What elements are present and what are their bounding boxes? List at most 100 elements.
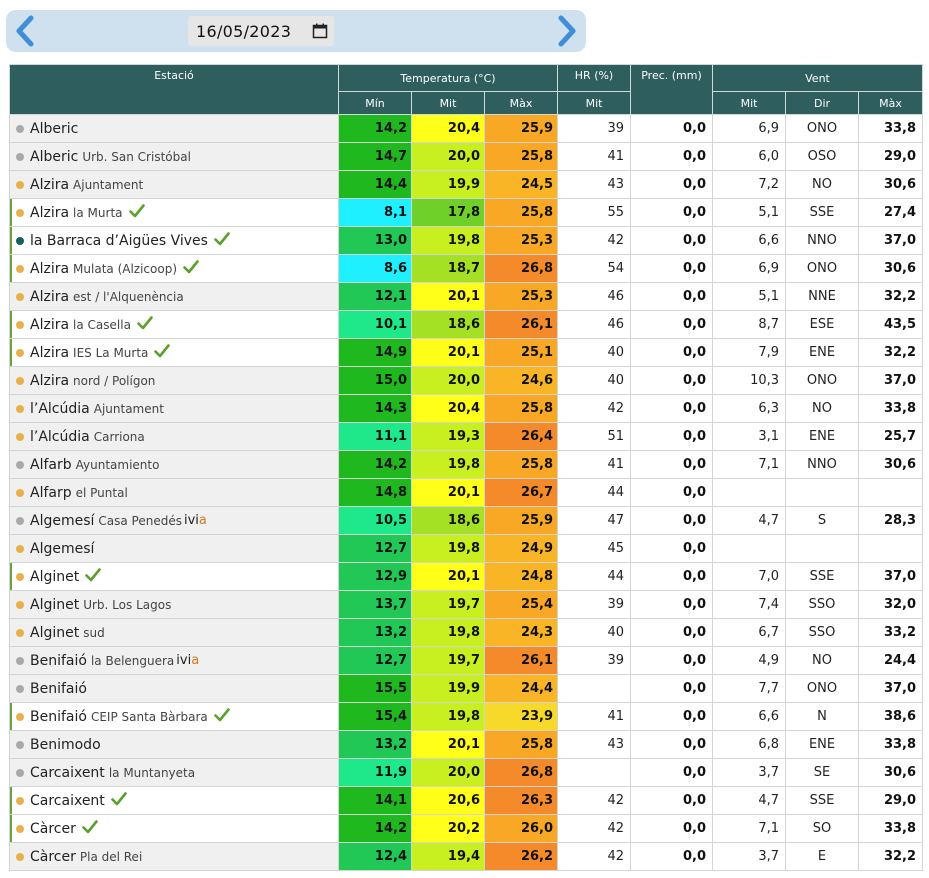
wind-max-cell: 33,8 — [858, 730, 924, 759]
station-cell[interactable]: Alzira nord / Polígon — [9, 366, 339, 395]
station-name[interactable]: Benifaió — [30, 680, 87, 697]
table-row[interactable]: Alfarp el Puntal 14,8 20,1 26,7 44 0,0 — [9, 478, 924, 507]
station-location: Casa Penedés — [98, 513, 182, 528]
table-row[interactable]: Alzira la Murta 8,1 17,8 25,8 55 0,0 5,1 SSE 27,4 — [9, 198, 924, 227]
station-name[interactable]: Alzira — [30, 316, 70, 333]
wind-mean-cell: 3,7 — [712, 758, 787, 787]
table-row[interactable]: Alginet 12,9 20,1 24,8 44 0,0 7,0 SSE 37,0 — [9, 562, 924, 591]
station-cell[interactable]: l’Alcúdia Carriona — [9, 422, 339, 451]
header-temp-min[interactable]: Mín — [338, 91, 412, 115]
table-row[interactable]: Alzira Mulata (Alzicoop) 8,6 18,7 26,8 54 0,0 6… — [9, 254, 924, 283]
station-name[interactable]: Carcaixent — [30, 764, 105, 781]
station-name[interactable]: Alzira — [30, 344, 70, 361]
header-wind-mean[interactable]: Mit — [712, 91, 787, 115]
wind-mean-cell: 7,1 — [712, 450, 787, 479]
station-name[interactable]: Alzira — [30, 204, 70, 221]
station-name[interactable]: la Barraca d’Aigües Vives — [30, 232, 208, 249]
header-hr-mean[interactable]: Mit — [557, 91, 632, 115]
station-name[interactable]: Alginet — [30, 568, 80, 585]
station-name[interactable]: Alzira — [30, 372, 70, 389]
station-name[interactable]: Alzira — [30, 288, 70, 305]
table-row[interactable]: la Barraca d’Aigües Vives 13,0 19,8 25,3 42 0… — [9, 226, 924, 255]
station-name[interactable]: Càrcer — [30, 848, 76, 865]
station-name[interactable]: Benimodo — [30, 736, 101, 753]
station-name[interactable]: Alberic — [30, 148, 79, 165]
station-cell[interactable]: Benifaió la Belenguera ivia — [9, 646, 339, 675]
station-name[interactable]: Carcaixent — [30, 792, 105, 809]
table-row[interactable]: Alfarb Ayuntamiento 14,2 19,8 25,8 41 0,0 7,1 NN… — [9, 450, 924, 479]
calendar-icon[interactable] — [312, 23, 328, 43]
table-row[interactable]: Algemesí Casa Penedés ivia 10,5 18,6 25,9 47 0,… — [9, 506, 924, 535]
station-cell[interactable]: Benifaió CEIP Santa Bàrbara — [9, 702, 339, 731]
station-name[interactable]: Càrcer — [30, 820, 76, 837]
station-cell[interactable]: Alberic Urb. San Cristóbal — [9, 142, 339, 171]
table-row[interactable]: Alberic 14,2 20,4 25,9 39 0,0 6,9 ONO 33,8 — [9, 114, 924, 143]
station-name[interactable]: Benifaió — [30, 708, 87, 725]
table-row[interactable]: l’Alcúdia Ajuntament 14,3 20,4 25,8 42 0,0 6,3 N… — [9, 394, 924, 423]
table-row[interactable]: Algemesí 12,7 19,8 24,9 45 0,0 — [9, 534, 924, 563]
station-name[interactable]: Alginet — [30, 624, 80, 641]
station-cell[interactable]: Alginet — [9, 562, 339, 591]
table-row[interactable]: Alginet sud 13,2 19,8 24,3 40 0,0 6,7 SSO 33,2 — [9, 618, 924, 647]
next-day-button[interactable] — [552, 13, 582, 49]
station-cell[interactable]: Benifaió — [9, 674, 339, 703]
table-row[interactable]: Benifaió CEIP Santa Bàrbara 15,4 19,8 23,9 41… — [9, 702, 924, 731]
wind-dir-cell: ONO — [785, 254, 860, 283]
station-name[interactable]: Alzira — [30, 176, 70, 193]
table-row[interactable]: Alzira nord / Polígon 15,0 20,0 24,6 40 0,0 10,… — [9, 366, 924, 395]
station-cell[interactable]: Algemesí Casa Penedés ivia — [9, 506, 339, 535]
table-row[interactable]: Benifaió 15,5 19,9 24,4 0,0 7,7 ONO 37,0 — [9, 674, 924, 703]
station-name[interactable]: l’Alcúdia — [30, 400, 90, 417]
table-row[interactable]: Carcaixent la Muntanyeta 11,9 20,0 26,8 0,0 3,… — [9, 758, 924, 787]
table-row[interactable]: Benifaió la Belenguera ivia 12,7 19,7 26,1 39 0… — [9, 646, 924, 675]
header-wind-dir[interactable]: Dir — [785, 91, 860, 115]
table-row[interactable]: Càrcer 14,2 20,2 26,0 42 0,0 7,1 SO 33,8 — [9, 814, 924, 843]
station-name[interactable]: Alzira — [30, 260, 70, 277]
table-row[interactable]: Alzira Ajuntament 14,4 19,9 24,5 43 0,0 7,2 NO 30… — [9, 170, 924, 199]
station-cell[interactable]: Alzira IES La Murta — [9, 338, 339, 367]
station-cell[interactable]: Algemesí — [9, 534, 339, 563]
table-row[interactable]: Benimodo 13,2 20,1 25,8 43 0,0 6,8 ENE 33,8 — [9, 730, 924, 759]
station-cell[interactable]: Alzira la Murta — [9, 198, 339, 227]
table-row[interactable]: Carcaixent 14,1 20,6 26,3 42 0,0 4,7 SSE 29,0 — [9, 786, 924, 815]
station-name[interactable]: Algemesí — [30, 540, 95, 557]
table-row[interactable]: Alzira IES La Murta 14,9 20,1 25,1 40 0,0 7,9 EN… — [9, 338, 924, 367]
table-row[interactable]: l’Alcúdia Carriona 11,1 19,3 26,4 51 0,0 3,1 ENE… — [9, 422, 924, 451]
station-cell[interactable]: l’Alcúdia Ajuntament — [9, 394, 339, 423]
station-cell[interactable]: Càrcer — [9, 814, 339, 843]
table-row[interactable]: Càrcer Pla del Rei 12,4 19,4 26,2 42 0,0 3,7 E 32… — [9, 842, 924, 871]
station-cell[interactable]: Alzira est / l'Alquenència — [9, 282, 339, 311]
header-wind-max[interactable]: Màx — [858, 91, 924, 115]
table-row[interactable]: Alginet Urb. Los Lagos 13,7 19,7 25,4 39 0,0 7,… — [9, 590, 924, 619]
previous-day-button[interactable] — [10, 13, 40, 49]
station-cell[interactable]: Alginet sud — [9, 618, 339, 647]
header-station[interactable]: Estació — [9, 64, 339, 115]
date-input[interactable]: 16/05/2023 — [188, 16, 334, 46]
station-cell[interactable]: Carcaixent la Muntanyeta — [9, 758, 339, 787]
station-cell[interactable]: Alberic — [9, 114, 339, 143]
station-cell[interactable]: Benimodo — [9, 730, 339, 759]
table-row[interactable]: Alzira la Casella 10,1 18,6 26,1 46 0,0 8,7 ESE 4… — [9, 310, 924, 339]
station-name[interactable]: Alfarp — [30, 484, 72, 501]
wind-dir-cell: NNO — [785, 450, 860, 479]
header-temp-mean[interactable]: Mit — [411, 91, 485, 115]
station-cell[interactable]: Alfarb Ayuntamiento — [9, 450, 339, 479]
station-name[interactable]: Alginet — [30, 596, 80, 613]
station-cell[interactable]: Alginet Urb. Los Lagos — [9, 590, 339, 619]
header-temp-max[interactable]: Màx — [483, 91, 559, 115]
station-cell[interactable]: Alzira la Casella — [9, 310, 339, 339]
station-cell[interactable]: Alfarp el Puntal — [9, 478, 339, 507]
table-row[interactable]: Alzira est / l'Alquenència 12,1 20,1 25,3 46 0… — [9, 282, 924, 311]
station-cell[interactable]: Carcaixent — [9, 786, 339, 815]
table-row[interactable]: Alberic Urb. San Cristóbal 14,7 20,0 25,8 41 0… — [9, 142, 924, 171]
station-name[interactable]: Benifaió — [30, 652, 87, 669]
station-name[interactable]: l’Alcúdia — [30, 428, 90, 445]
station-cell[interactable]: Càrcer Pla del Rei — [9, 842, 339, 871]
station-cell[interactable]: Alzira Mulata (Alzicoop) — [9, 254, 339, 283]
header-precipitation[interactable]: Prec. (mm) — [630, 64, 714, 115]
station-cell[interactable]: la Barraca d’Aigües Vives — [9, 226, 339, 255]
station-cell[interactable]: Alzira Ajuntament — [9, 170, 339, 199]
station-name[interactable]: Alfarb — [30, 456, 72, 473]
station-name[interactable]: Alberic — [30, 120, 79, 137]
station-name[interactable]: Algemesí — [30, 512, 95, 529]
